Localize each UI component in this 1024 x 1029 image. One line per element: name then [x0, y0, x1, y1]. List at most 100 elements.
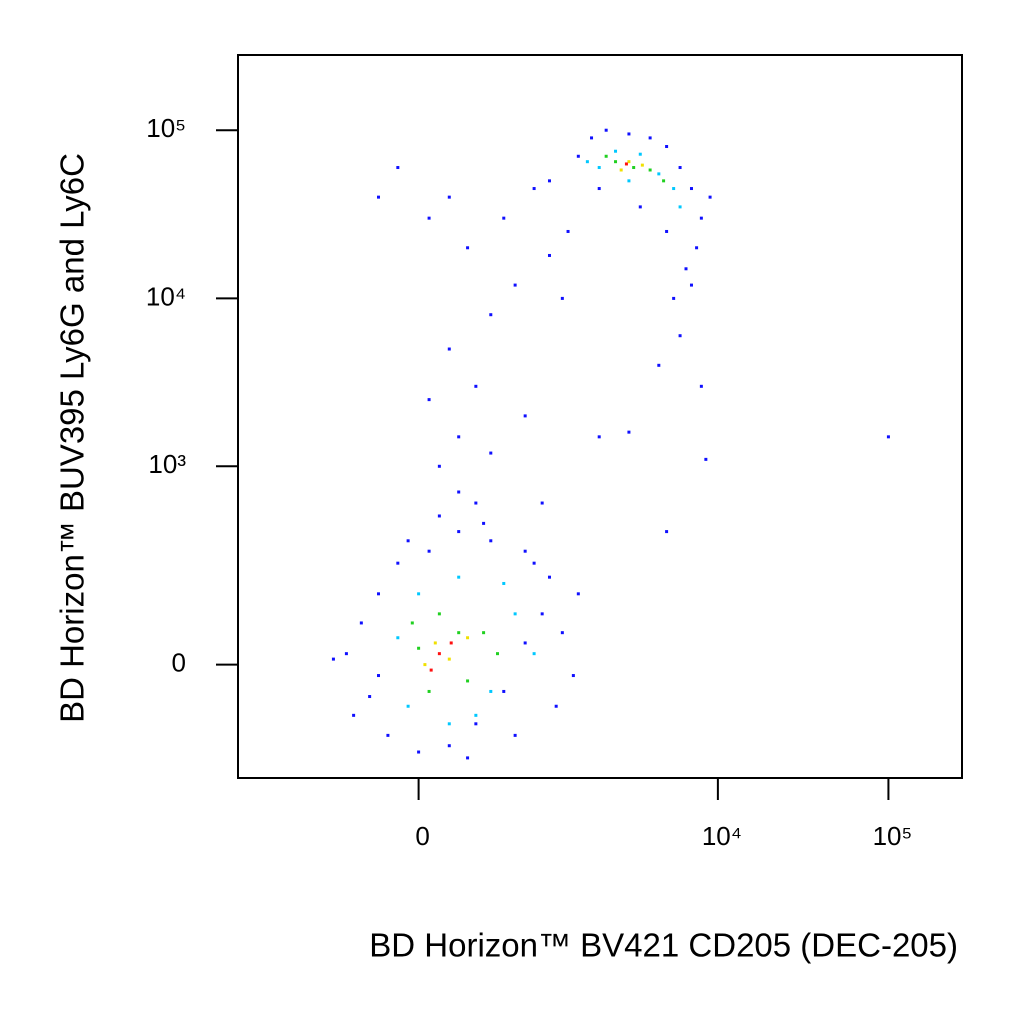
point [449, 641, 453, 645]
point [396, 166, 400, 170]
point [560, 631, 564, 635]
point [502, 581, 506, 585]
point [689, 283, 693, 287]
point [672, 296, 676, 300]
point [457, 530, 461, 534]
x-tick-label: 10⁵ [873, 821, 913, 851]
point [619, 168, 623, 172]
point [540, 501, 544, 505]
point [624, 162, 628, 166]
point [474, 384, 478, 388]
point [437, 464, 441, 468]
point [665, 229, 669, 233]
point [540, 612, 544, 616]
point [406, 539, 410, 543]
point [466, 756, 470, 760]
point [699, 384, 703, 388]
point [437, 612, 441, 616]
point [427, 216, 431, 220]
point [571, 674, 575, 678]
point [474, 713, 478, 717]
point [513, 283, 517, 287]
point [447, 722, 451, 726]
point [523, 414, 527, 418]
point [684, 267, 688, 271]
point [344, 652, 348, 656]
point [496, 652, 500, 656]
point [597, 435, 601, 439]
point [377, 674, 381, 678]
point [627, 160, 631, 164]
point [704, 457, 708, 461]
point [489, 313, 493, 317]
point [437, 514, 441, 518]
point [627, 179, 631, 183]
point [423, 663, 427, 667]
point [429, 668, 433, 672]
point [672, 187, 676, 191]
point [513, 612, 517, 616]
y-tick-label: 10³ [148, 449, 186, 479]
x-tick-label: 10⁴ [702, 821, 742, 851]
point [678, 334, 682, 338]
point [396, 561, 400, 565]
point [447, 347, 451, 351]
point [566, 229, 570, 233]
point [386, 733, 390, 737]
x-axis-title: BD Horizon™ BV421 CD205 (DEC-205) [369, 927, 958, 964]
point [368, 695, 372, 699]
point [427, 689, 431, 693]
point [377, 195, 381, 199]
point [396, 636, 400, 640]
point [662, 179, 666, 183]
point [523, 549, 527, 553]
point [657, 363, 661, 367]
point [466, 636, 470, 640]
point [560, 296, 564, 300]
point [576, 592, 580, 596]
point [489, 689, 493, 693]
point [648, 136, 652, 140]
point [532, 187, 536, 191]
point [417, 592, 421, 596]
point [604, 128, 608, 132]
point [604, 154, 608, 158]
point [638, 205, 642, 209]
point [886, 435, 890, 439]
point [627, 430, 631, 434]
point [377, 592, 381, 596]
point [502, 216, 506, 220]
point [457, 490, 461, 494]
point [554, 704, 558, 708]
point [632, 166, 636, 170]
point [708, 195, 712, 199]
point [457, 435, 461, 439]
point [433, 641, 437, 645]
point [648, 168, 652, 172]
point [513, 733, 517, 737]
point [665, 145, 669, 149]
point [627, 132, 631, 136]
point [457, 575, 461, 579]
point [427, 398, 431, 402]
point [410, 621, 414, 625]
point [695, 246, 699, 250]
point [547, 253, 551, 257]
point [437, 652, 441, 656]
y-tick-label: 0 [172, 647, 186, 677]
point [689, 187, 693, 191]
point [489, 451, 493, 455]
point [447, 195, 451, 199]
point [466, 679, 470, 683]
y-tick-label: 10⁴ [146, 281, 186, 311]
point [427, 549, 431, 553]
point [474, 501, 478, 505]
x-tick-label: 0 [415, 821, 429, 851]
point [331, 657, 335, 661]
point [547, 575, 551, 579]
point [614, 149, 618, 153]
point [457, 631, 461, 635]
point [585, 160, 589, 164]
